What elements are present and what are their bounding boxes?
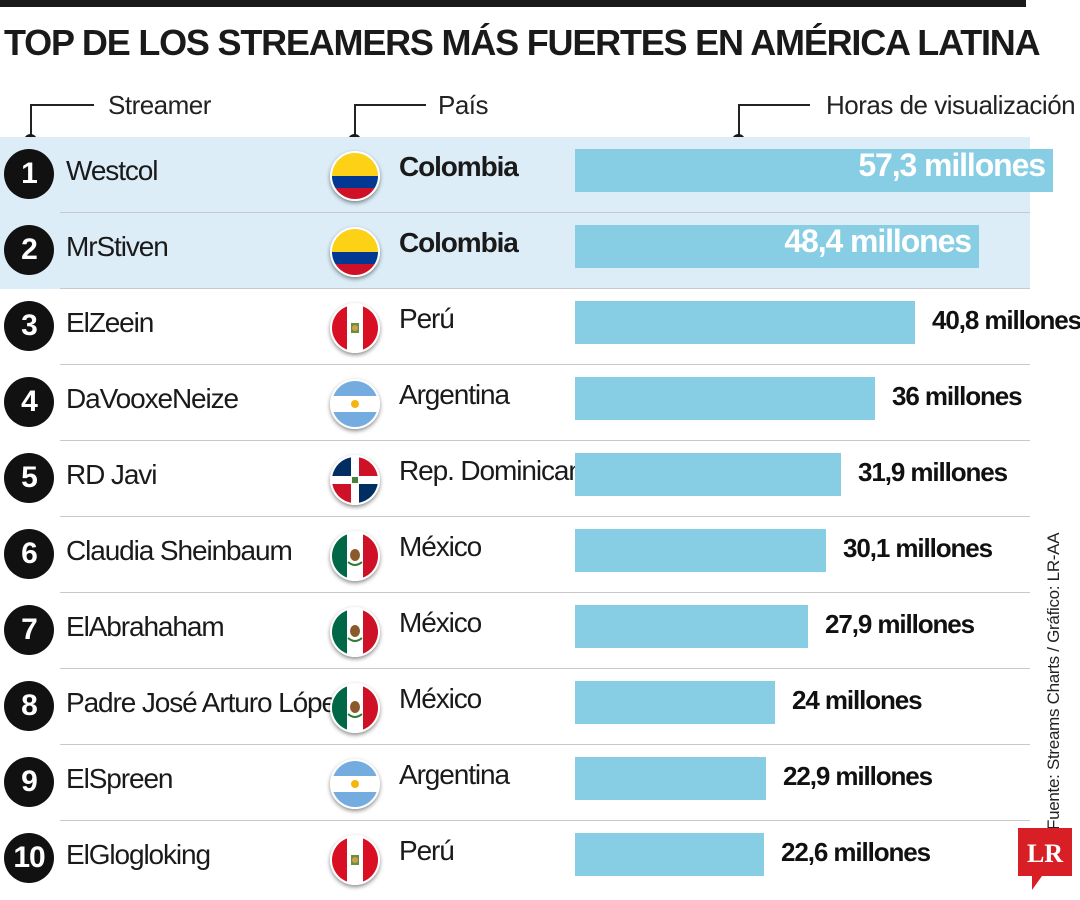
streamer-row-8: 8 Padre José Arturo López México 24 millone… xyxy=(0,669,1030,745)
rank-badge: 9 xyxy=(4,757,54,807)
streamer-name: ElGlogloking xyxy=(66,839,211,870)
bar-claudia-sheinbaum xyxy=(575,529,826,572)
country-name: Rep. Dominicana xyxy=(399,455,598,486)
bar-mrstiven xyxy=(575,225,979,268)
peru-flag-icon xyxy=(330,835,380,885)
streamer-row-1: 1 Westcol Colombia 57,3 millones xyxy=(0,137,1053,213)
streamer-row-10: 10 ElGlogloking Perú 22,6 millones xyxy=(0,821,1030,897)
peru-flag-icon xyxy=(330,303,380,353)
row-divider xyxy=(60,668,1030,669)
bar-rd-javi xyxy=(575,453,841,496)
country-name: México xyxy=(399,607,482,638)
svg-text:LR: LR xyxy=(1027,839,1063,868)
country-name: Perú xyxy=(399,303,455,334)
chart-title: TOP DE LOS STREAMERS MÁS FUERTES EN AMÉR… xyxy=(4,22,1041,63)
streamer-name: DaVooxeNeize xyxy=(66,383,239,414)
streamer-name: MrStiven xyxy=(66,231,169,262)
country-name: Argentina xyxy=(399,759,510,790)
bar-elglogloking xyxy=(575,833,764,876)
rank-badge: 6 xyxy=(4,529,54,579)
bar-elspreen xyxy=(575,757,766,800)
streamer-name: Westcol xyxy=(66,155,158,186)
streamer-column-header: Streamer xyxy=(108,90,211,120)
streamer-name: ElSpreen xyxy=(66,763,173,794)
country-column-header: País xyxy=(438,90,489,120)
country-name: México xyxy=(399,531,482,562)
row-divider xyxy=(60,288,1030,289)
bar-elabrahaham xyxy=(575,605,808,648)
rank-badge: 3 xyxy=(4,301,54,351)
row-divider xyxy=(60,744,1030,745)
streamer-row-7: 7 ElAbrahaham México 27,9 millones xyxy=(0,593,1030,669)
row-divider xyxy=(60,516,1030,517)
value-label: 27,9 millones xyxy=(825,609,975,639)
value-label: 48,4 millones xyxy=(784,223,972,259)
source-credit: Fuente: Streams Charts / Gráfico: LR-AA xyxy=(1044,532,1063,830)
rank-badge: 4 xyxy=(4,377,54,427)
mexico-flag-icon xyxy=(330,531,380,581)
value-label: 22,6 millones xyxy=(781,837,931,867)
value-label: 40,8 millones xyxy=(932,305,1080,335)
bar-davooxeneize xyxy=(575,377,875,420)
streamer-row-4: 4 DaVooxeNeize Argentina 36 millones xyxy=(0,365,1030,441)
colombia-flag-icon xyxy=(330,151,380,201)
argentina-flag-icon xyxy=(330,759,380,809)
dominican-republic-flag-icon xyxy=(330,455,380,505)
country-name: Perú xyxy=(399,835,455,866)
row-divider xyxy=(60,364,1030,365)
value-label: 31,9 millones xyxy=(858,457,1008,487)
value-label: 36 millones xyxy=(892,381,1023,411)
argentina-flag-icon xyxy=(330,379,380,429)
streamer-name: Padre José Arturo López xyxy=(66,687,350,718)
country-name: Argentina xyxy=(399,379,510,410)
lr-logo: LR xyxy=(1018,828,1072,890)
streamer-row-9: 9 ElSpreen Argentina 22,9 millones xyxy=(0,745,1030,821)
bar-westcol xyxy=(575,149,1053,192)
streamer-row-2: 2 MrStiven Colombia 48,4 millones xyxy=(0,213,1030,289)
country-name: México xyxy=(399,683,482,714)
top-rule xyxy=(0,0,1026,7)
streamer-row-5: 5 RD Javi Rep. Dominicana 31,9 millones xyxy=(0,441,1030,517)
rank-badge: 5 xyxy=(4,453,54,503)
streamer-name: Claudia Sheinbaum xyxy=(66,535,293,566)
streamer-name: ElAbrahaham xyxy=(66,611,225,642)
bar-padre-jose-arturo-lopez xyxy=(575,681,775,724)
rank-badge: 7 xyxy=(4,605,54,655)
row-divider xyxy=(60,820,1030,821)
row-divider xyxy=(60,212,1030,213)
row-divider xyxy=(60,592,1030,593)
rank-badge: 1 xyxy=(4,149,54,199)
colombia-flag-icon xyxy=(330,227,380,277)
mexico-flag-icon xyxy=(330,683,380,733)
streamer-name: ElZeein xyxy=(66,307,154,338)
lr-logo-icon: LR xyxy=(1018,828,1072,890)
rank-badge: 10 xyxy=(4,833,54,883)
bar-elzeein xyxy=(575,301,915,344)
value-label: 22,9 millones xyxy=(783,761,933,791)
value-label: 30,1 millones xyxy=(843,533,993,563)
streamer-row-6: 6 Claudia Sheinbaum México 30,1 millones xyxy=(0,517,1030,593)
rank-badge: 2 xyxy=(4,225,54,275)
streamer-name: RD Javi xyxy=(66,459,157,490)
streamer-row-3: 3 ElZeein Perú 40,8 millones xyxy=(0,289,1080,365)
country-name: Colombia xyxy=(399,151,519,182)
mexico-flag-icon xyxy=(330,607,380,657)
country-name: Colombia xyxy=(399,227,519,258)
hours-column-header: Horas de visualización xyxy=(826,90,1076,120)
value-label: 57,3 millones xyxy=(858,147,1046,183)
rank-badge: 8 xyxy=(4,681,54,731)
value-label: 24 millones xyxy=(792,685,923,715)
row-divider xyxy=(60,440,1030,441)
